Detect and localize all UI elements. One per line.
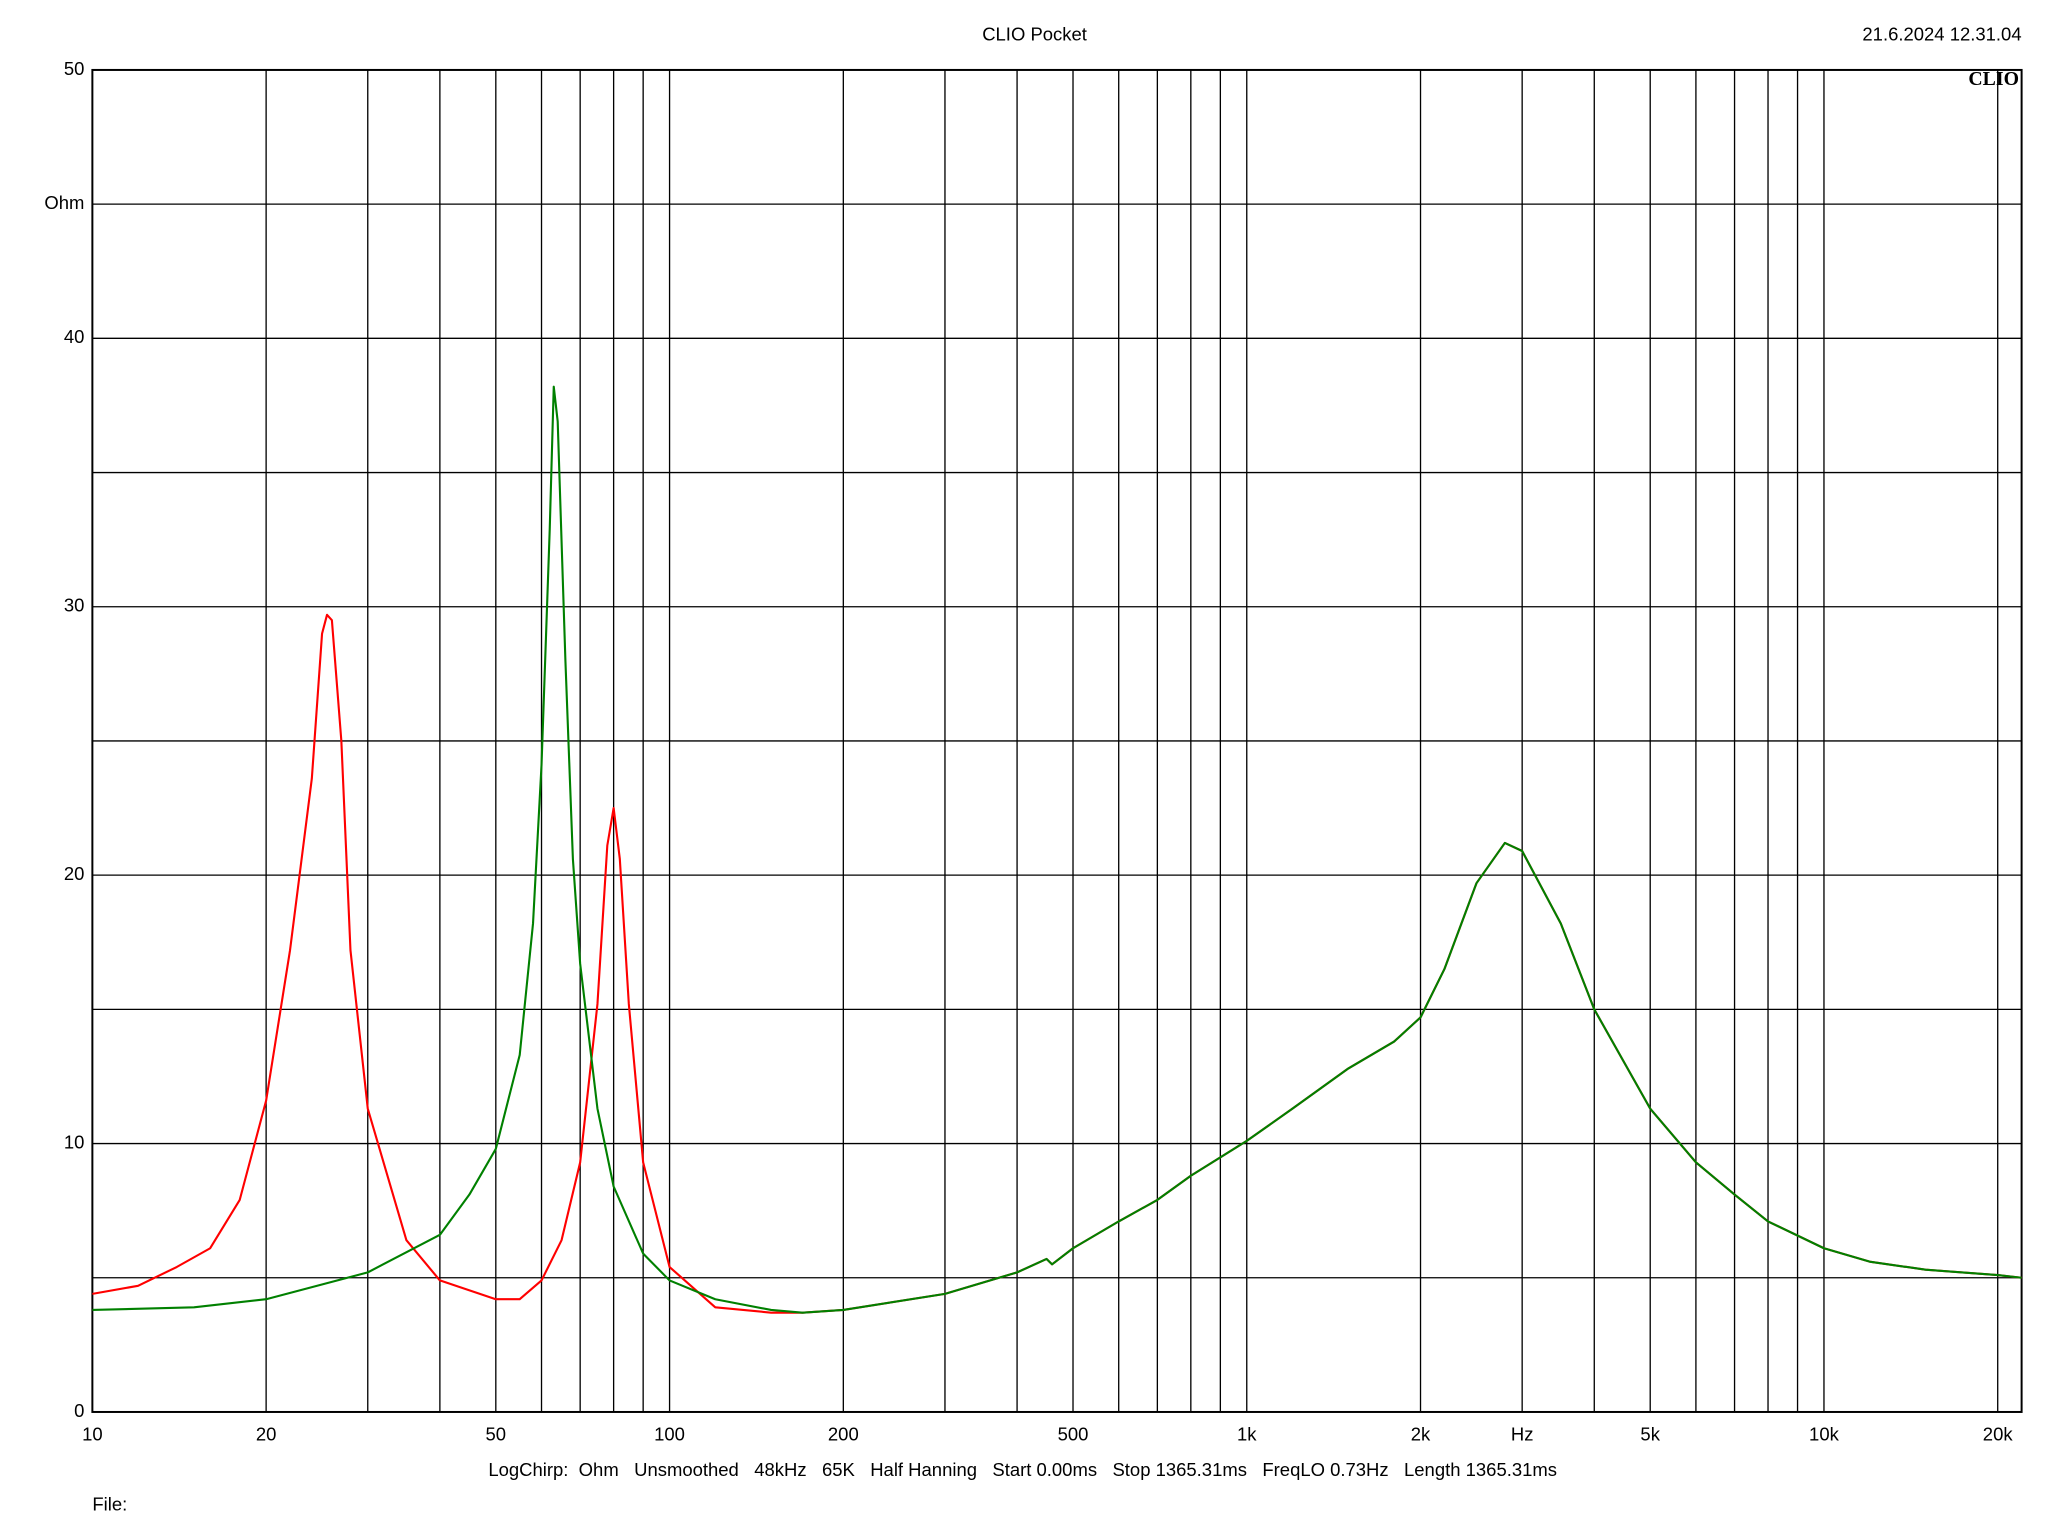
x-tick-label: 10 (82, 1424, 103, 1445)
x-tick-label: 20k (1983, 1424, 2014, 1445)
x-tick-label: Hz (1511, 1424, 1534, 1445)
y-tick-label: 40 (64, 326, 85, 347)
chart-title: CLIO Pocket (982, 24, 1087, 45)
logo: CLIO (1968, 68, 2019, 90)
x-tick-label: 20 (256, 1424, 277, 1445)
series-line (92, 385, 2022, 1314)
x-tick-label: 200 (828, 1424, 859, 1445)
x-tick-label: 50 (486, 1424, 507, 1445)
x-tick-label: 500 (1058, 1424, 1089, 1445)
y-tick-label: Ohm (44, 192, 84, 213)
y-tick-label: 30 (64, 595, 85, 616)
x-tick-label: 100 (654, 1424, 685, 1445)
y-tick-label: 10 (64, 1131, 85, 1152)
y-tick-label: 50 (64, 58, 85, 79)
x-tick-label: 1k (1237, 1424, 1257, 1445)
x-tick-label: 10k (1809, 1424, 1840, 1445)
timestamp: 21.6.2024 12.31.04 (1862, 24, 2021, 45)
y-tick-label: 20 (64, 863, 85, 884)
footer: LogChirp: Ohm Unsmoothed 48kHz 65K Half … (488, 1459, 1557, 1480)
x-tick-label: 5k (1640, 1424, 1660, 1445)
x-tick-label: 2k (1411, 1424, 1431, 1445)
file-label: File: (92, 1494, 127, 1515)
plot-frame (91, 68, 2023, 1413)
y-tick-label: 0 (74, 1400, 84, 1421)
